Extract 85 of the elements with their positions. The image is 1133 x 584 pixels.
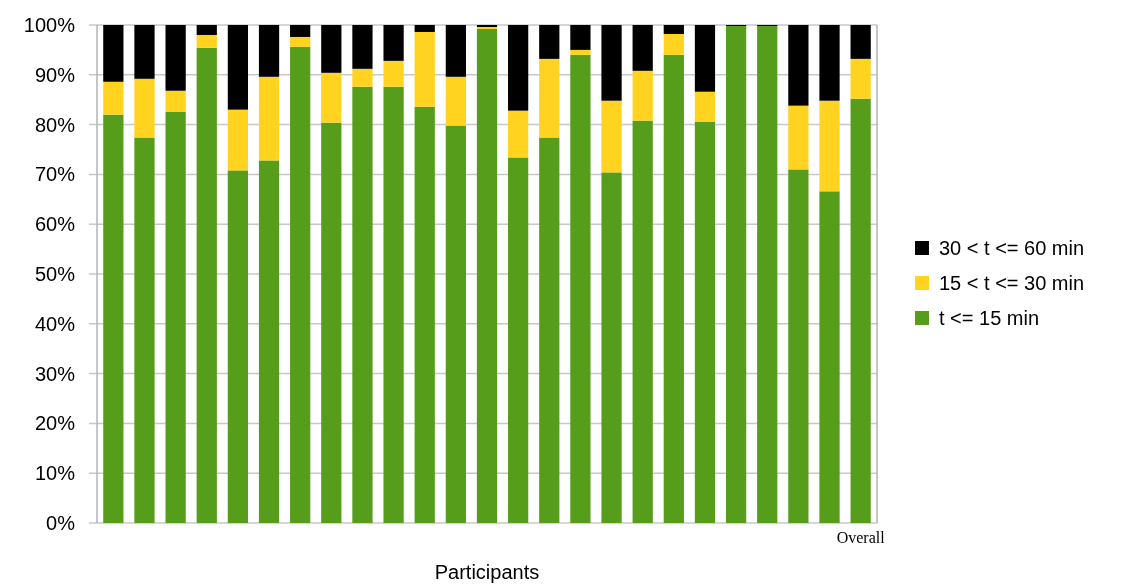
y-tick-label: 40% <box>34 312 76 335</box>
bar <box>165 111 186 523</box>
bar <box>508 157 529 523</box>
bar <box>352 86 373 523</box>
bar <box>352 25 373 69</box>
bar <box>321 72 342 123</box>
bar <box>258 76 280 161</box>
y-tick-label: 70% <box>34 163 76 186</box>
bar <box>539 58 560 138</box>
bar <box>196 34 217 48</box>
bar <box>850 98 871 523</box>
bar <box>725 26 747 523</box>
bar <box>414 25 435 32</box>
bar <box>788 25 809 106</box>
bar <box>227 170 249 523</box>
bar <box>757 26 778 523</box>
bar <box>819 191 840 523</box>
x-tick-label: Overall <box>836 529 886 546</box>
bar <box>227 109 249 171</box>
bar <box>819 100 840 192</box>
bar <box>258 25 280 77</box>
bar <box>601 100 622 173</box>
bar <box>694 25 716 92</box>
legend-label: 30 < t <= 60 min <box>939 237 1085 259</box>
y-tick-label: 60% <box>34 213 76 236</box>
bar <box>134 25 155 79</box>
bar <box>290 25 311 37</box>
bar <box>196 47 217 523</box>
bar <box>445 25 466 77</box>
bar <box>539 137 560 523</box>
bar <box>632 25 653 71</box>
y-tick-label: 30% <box>34 362 76 385</box>
legend-label: 15 < t <= 30 min <box>939 272 1085 294</box>
bar <box>103 81 124 115</box>
bar <box>383 60 404 87</box>
bar <box>103 114 124 523</box>
bar <box>663 33 684 55</box>
bar <box>850 25 871 59</box>
bar <box>227 25 249 110</box>
bar <box>445 125 466 523</box>
bar <box>258 160 280 523</box>
bar <box>290 36 311 47</box>
bar <box>601 172 622 523</box>
y-tick-label: 0% <box>46 512 76 534</box>
y-tick-label: 10% <box>34 462 76 485</box>
y-tick-label: 80% <box>34 113 76 136</box>
bar <box>570 25 591 50</box>
bar <box>165 25 186 91</box>
bar <box>103 25 124 82</box>
bar <box>134 137 155 523</box>
bar <box>196 25 217 35</box>
bar <box>321 25 342 73</box>
y-tick-label: 90% <box>34 63 76 86</box>
bar <box>788 169 809 523</box>
bar <box>570 49 591 55</box>
bar <box>508 25 529 111</box>
bar <box>165 90 186 112</box>
bar <box>539 25 560 59</box>
bar <box>134 78 155 138</box>
bar <box>445 76 466 126</box>
bar <box>321 122 342 523</box>
bar <box>476 28 498 523</box>
bar <box>352 68 373 87</box>
y-tick-label: 20% <box>34 412 76 435</box>
bar <box>383 25 404 61</box>
bar <box>290 46 311 523</box>
bar <box>601 25 622 101</box>
bar <box>694 121 716 523</box>
bar <box>663 54 684 523</box>
bar <box>414 106 435 523</box>
bar <box>819 25 840 101</box>
y-tick-label: 100% <box>23 14 76 36</box>
bar <box>663 25 684 34</box>
legend-label: t <= 15 min <box>939 307 1040 329</box>
bar <box>694 91 716 122</box>
bar <box>632 120 653 523</box>
bar <box>383 86 404 523</box>
x-axis-title: Participants <box>434 561 540 583</box>
bar <box>788 105 809 170</box>
bar <box>632 70 653 121</box>
bar <box>570 54 591 523</box>
y-tick-label: 50% <box>34 263 76 285</box>
bar <box>508 110 529 158</box>
bar <box>850 58 871 99</box>
bar <box>414 31 435 107</box>
